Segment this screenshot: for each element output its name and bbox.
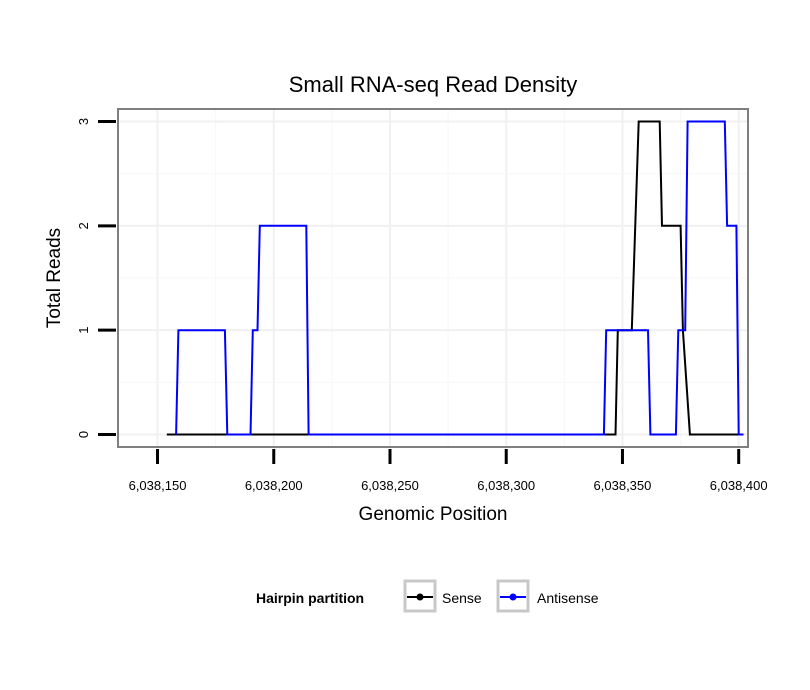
- y-tick-label: 2: [76, 222, 91, 229]
- legend-label-antisense: Antisense: [537, 590, 599, 606]
- legend-item-antisense: Antisense: [496, 579, 599, 613]
- x-tick-label: 6,038,200: [245, 478, 303, 493]
- series-layer: [166, 120, 744, 436]
- x-tick-label: 6,038,400: [710, 478, 768, 493]
- plot-panel-border: [117, 108, 749, 448]
- y-tick-label: 3: [76, 118, 91, 125]
- gridlines: [118, 109, 748, 447]
- legend-item-sense: Sense: [403, 579, 482, 613]
- x-axis-title: Genomic Position: [359, 504, 508, 525]
- x-tick-label: 6,038,250: [361, 478, 419, 493]
- x-tick-label: 6,038,150: [129, 478, 187, 493]
- legend-point-antisense: [509, 593, 517, 601]
- legend-title: Hairpin partition: [256, 590, 364, 606]
- axis-ticks: 6,038,150 6,038,200 6,038,250 6,038,300 6,03…: [76, 118, 768, 493]
- x-tick-label: 6,038,300: [477, 478, 535, 493]
- legend-point-sense: [416, 593, 424, 601]
- series-line-antisense: [175, 120, 744, 436]
- y-tick-label: 0: [76, 431, 91, 438]
- y-tick-label: 1: [76, 327, 91, 334]
- x-tick-label: 6,038,350: [594, 478, 652, 493]
- legend-label-sense: Sense: [442, 590, 482, 606]
- series-line-sense: [166, 120, 744, 436]
- legend: Hairpin partition Sense Antisense: [256, 579, 599, 613]
- y-axis-title: Total Reads: [44, 228, 65, 328]
- chart-title: Small RNA-seq Read Density: [289, 72, 578, 97]
